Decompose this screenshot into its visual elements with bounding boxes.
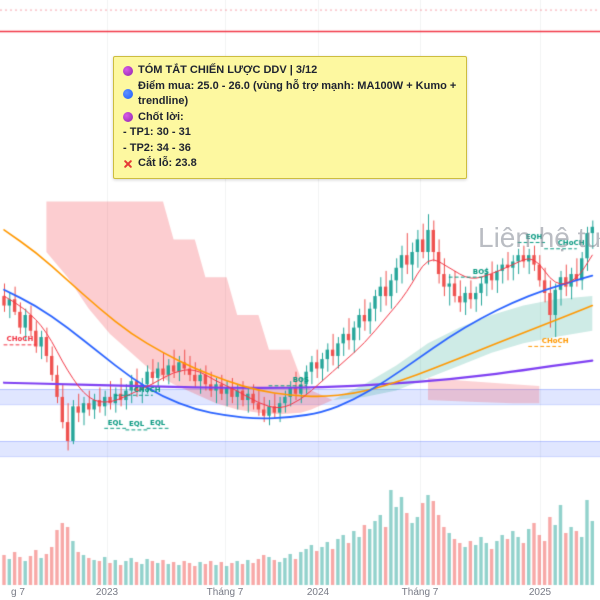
blue-dot-icon — [123, 89, 133, 99]
time-axis-label: 2025 — [528, 587, 552, 598]
time-axis-label: Tháng 7 — [206, 587, 244, 598]
time-axis-label: g 7 — [11, 587, 25, 598]
note-text: Chốt lời: — [138, 110, 184, 123]
note-text: - TP2: 34 - 36 — [123, 141, 191, 154]
strategy-summary-box[interactable]: TÓM TẮT CHIẾN LƯỢC DDV | 3/12 Điểm mua: … — [113, 56, 467, 179]
time-axis-label: 2024 — [306, 587, 330, 598]
note-line: Chốt lời: — [123, 110, 457, 126]
note-line: Cắt lỗ: 23.8 — [123, 156, 457, 172]
note-title-line: TÓM TẮT CHIẾN LƯỢC DDV | 3/12 — [123, 63, 457, 79]
profit-icon — [123, 112, 133, 123]
note-line: - TP1: 30 - 31 — [123, 125, 457, 141]
note-line: Điểm mua: 25.0 - 26.0 (vùng hỗ trợ mạnh:… — [123, 79, 457, 110]
note-title: TÓM TẮT CHIẾN LƯỢC DDV | 3/12 — [138, 64, 318, 76]
note-line: - TP2: 34 - 36 — [123, 141, 457, 157]
note-text: - TP1: 30 - 31 — [123, 126, 191, 138]
note-text: Cắt lỗ: 23.8 — [138, 157, 197, 169]
time-axis-label: Tháng 7 — [401, 587, 439, 598]
time-axis[interactable]: g 7 2023 Tháng 7 2024 Tháng 7 2025 — [0, 584, 600, 600]
red-x-icon — [123, 159, 133, 169]
time-axis-label: 2023 — [95, 587, 119, 598]
note-text: Điểm mua: 25.0 - 26.0 (vùng hỗ trợ mạnh:… — [138, 79, 457, 108]
note-lines: Điểm mua: 25.0 - 26.0 (vùng hỗ trợ mạnh:… — [123, 79, 457, 172]
target-icon — [123, 65, 133, 76]
